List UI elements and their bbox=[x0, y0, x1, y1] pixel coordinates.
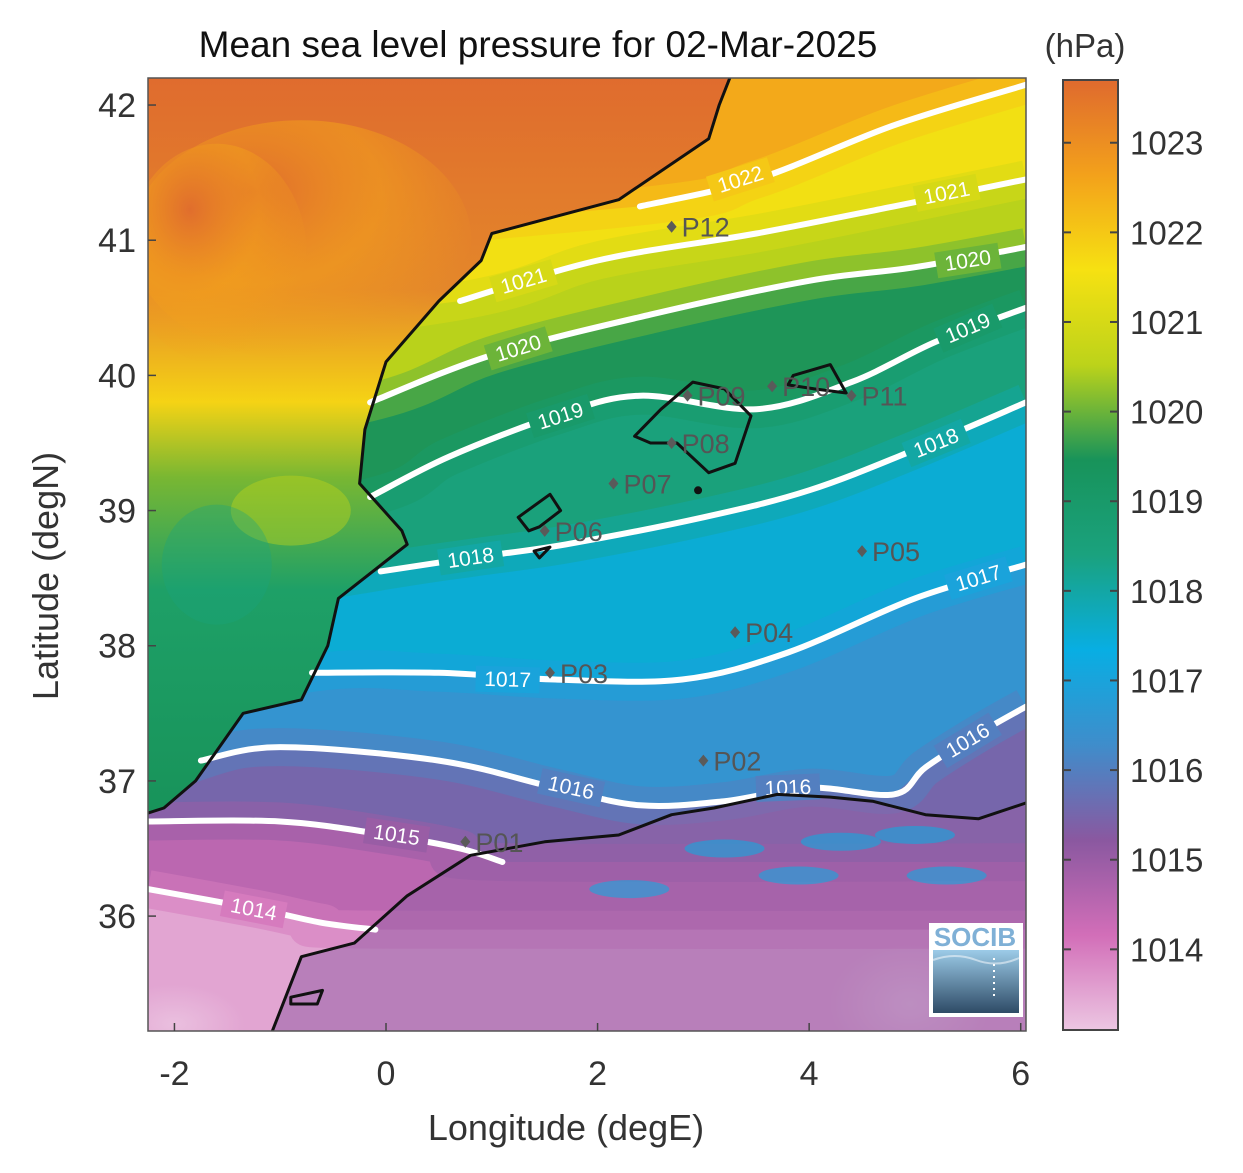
island-mallorca bbox=[633, 380, 753, 475]
y-axis-ticks: 36 37 38 39 40 41 42 bbox=[98, 87, 156, 936]
station-marker-icon bbox=[666, 220, 677, 233]
iberian-coastline bbox=[148, 78, 732, 815]
station-marker-icon bbox=[698, 754, 709, 767]
island-alboran bbox=[289, 988, 324, 1006]
station-markers: P01 P02 P03 P04 P05 P06 P07 P08 P09 P10 P11 P12 bbox=[460, 213, 920, 858]
colorbar-tick-label: 1016 bbox=[1130, 752, 1203, 789]
socib-logo: SOCIB bbox=[929, 922, 1023, 1017]
station-p02[interactable]: P02 bbox=[698, 747, 761, 777]
y-tick-label: 39 bbox=[98, 493, 136, 531]
isobar-1022 bbox=[636, 81, 1026, 210]
x-axis-label: Longitude (degE) bbox=[428, 1107, 704, 1148]
x-tick-label: 2 bbox=[588, 1055, 607, 1093]
african-coastline bbox=[270, 792, 1026, 1031]
station-marker-icon bbox=[730, 626, 741, 639]
island-formentera bbox=[532, 545, 552, 560]
island-ibiza bbox=[516, 492, 563, 533]
station-label: P02 bbox=[713, 747, 761, 777]
station-p04[interactable]: P04 bbox=[730, 618, 793, 648]
colorbar-tick-label: 1015 bbox=[1130, 842, 1203, 879]
x-tick-label: 0 bbox=[377, 1055, 396, 1093]
station-marker-icon bbox=[539, 524, 550, 537]
station-p03[interactable]: P03 bbox=[544, 659, 608, 689]
colorbar-unit: (hPa) bbox=[1045, 27, 1126, 64]
station-marker-icon bbox=[460, 835, 471, 848]
y-tick-label: 41 bbox=[98, 222, 136, 260]
station-p06[interactable]: P06 bbox=[539, 517, 603, 547]
colorbar-tick-label: 1022 bbox=[1130, 214, 1203, 251]
colorbar-tick-label: 1020 bbox=[1130, 394, 1203, 431]
y-axis-label: Latitude (degN) bbox=[25, 452, 66, 700]
station-marker-icon bbox=[608, 477, 619, 490]
island-cabrera bbox=[694, 486, 703, 495]
station-marker-icon bbox=[767, 380, 778, 393]
colorbar-tick-label: 1014 bbox=[1130, 931, 1203, 968]
colorbar: 1023 1022 1021 1020 1019 1018 1017 1016 1015 1014… bbox=[1045, 27, 1203, 1031]
station-p05[interactable]: P05 bbox=[857, 537, 920, 567]
station-label: P10 bbox=[782, 372, 830, 402]
colorbar-tick-label: 1017 bbox=[1130, 662, 1203, 699]
land-mask bbox=[148, 78, 1026, 1031]
station-p12[interactable]: P12 bbox=[666, 213, 730, 243]
x-axis-ticks: -2 0 2 4 6 bbox=[159, 1023, 1030, 1093]
station-label: P06 bbox=[555, 517, 603, 547]
x-tick-label: 4 bbox=[800, 1055, 819, 1093]
station-p11[interactable]: P11 bbox=[846, 382, 908, 412]
station-marker-icon bbox=[857, 545, 868, 558]
station-p07[interactable]: P07 bbox=[608, 470, 671, 500]
island-menorca bbox=[786, 363, 848, 395]
station-label: P07 bbox=[623, 470, 671, 500]
station-marker-icon bbox=[682, 389, 693, 402]
isobar-label: 1017 bbox=[484, 668, 531, 692]
y-tick-label: 36 bbox=[98, 898, 136, 936]
north-africa-land bbox=[272, 794, 1026, 1031]
y-tick-label: 40 bbox=[98, 357, 136, 395]
isobar-1017 bbox=[309, 561, 1026, 685]
x-tick-label: -2 bbox=[159, 1055, 189, 1093]
station-marker-icon bbox=[544, 666, 555, 679]
colorbar-tick-label: 1019 bbox=[1130, 483, 1203, 520]
coastline bbox=[148, 78, 1026, 1031]
station-label: P08 bbox=[682, 429, 730, 459]
y-tick-label: 38 bbox=[98, 628, 136, 666]
station-p09[interactable]: P09 bbox=[682, 382, 746, 412]
colorbar-gradient bbox=[1062, 79, 1119, 1031]
station-label: P01 bbox=[475, 828, 523, 858]
x-tick-label: 6 bbox=[1011, 1055, 1030, 1093]
station-marker-icon bbox=[846, 389, 857, 402]
colorbar-tick-label: 1021 bbox=[1130, 304, 1203, 341]
map-plot-area: 1022102110211020102010191019101810181017… bbox=[148, 78, 1026, 1031]
y-tick-label: 37 bbox=[98, 763, 136, 801]
isobar-1016 bbox=[197, 703, 1026, 809]
y-tick-label: 42 bbox=[98, 87, 136, 125]
station-label: P09 bbox=[697, 382, 745, 412]
map-frame bbox=[147, 77, 1027, 1032]
station-p01[interactable]: P01 bbox=[460, 828, 523, 858]
isobar-1020 bbox=[367, 244, 1026, 406]
station-label: P12 bbox=[682, 213, 730, 243]
station-marker-icon bbox=[666, 436, 677, 449]
colorbar-tick-label: 1018 bbox=[1130, 573, 1203, 610]
colorbar-tick-label: 1023 bbox=[1130, 125, 1203, 162]
colorbar-ticks: 1023 1022 1021 1020 1019 1018 1017 1016 1015 1014 bbox=[1063, 125, 1203, 968]
station-label: P04 bbox=[745, 618, 793, 648]
isobar-1019 bbox=[367, 304, 1026, 500]
logo-text: SOCIB bbox=[934, 922, 1016, 952]
station-label: P11 bbox=[861, 382, 907, 412]
station-label: P05 bbox=[872, 537, 920, 567]
map-title: Mean sea level pressure for 02-Mar-2025 bbox=[199, 24, 878, 65]
station-p10[interactable]: P10 bbox=[767, 372, 830, 402]
station-label: P03 bbox=[560, 659, 608, 689]
station-p08[interactable]: P08 bbox=[666, 429, 730, 459]
